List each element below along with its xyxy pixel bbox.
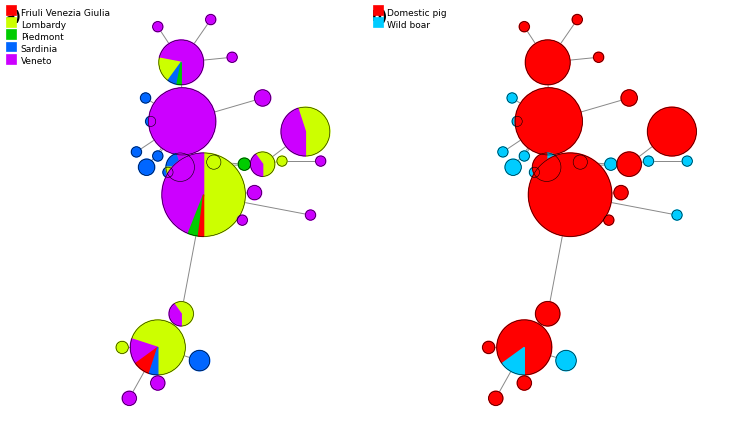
Wedge shape [497,320,552,375]
Wedge shape [208,163,214,170]
Circle shape [605,158,617,171]
Circle shape [617,153,641,177]
Wedge shape [547,154,561,182]
Wedge shape [188,195,204,236]
Circle shape [141,94,151,104]
Wedge shape [177,63,181,86]
Wedge shape [256,153,275,177]
Circle shape [238,158,251,171]
Circle shape [536,302,560,326]
Circle shape [131,147,141,158]
Circle shape [146,117,155,127]
Circle shape [529,168,539,178]
Circle shape [614,186,628,200]
Circle shape [519,152,529,162]
Wedge shape [532,154,547,182]
Circle shape [647,108,696,157]
Text: b): b) [372,10,388,24]
Wedge shape [174,302,194,326]
Circle shape [556,351,576,371]
Wedge shape [130,339,158,364]
Circle shape [152,152,163,162]
Circle shape [151,376,165,390]
Circle shape [122,391,136,406]
Wedge shape [162,154,204,234]
Legend: Domestic pig, Wild boar: Domestic pig, Wild boar [371,7,449,32]
Wedge shape [169,304,181,326]
Wedge shape [176,154,194,182]
Circle shape [573,155,587,170]
Circle shape [163,168,173,178]
Circle shape [139,160,155,176]
Circle shape [306,210,316,221]
Wedge shape [207,157,214,167]
Wedge shape [136,348,158,374]
Wedge shape [210,155,221,170]
Circle shape [237,216,247,226]
Wedge shape [132,320,185,375]
Circle shape [507,94,517,104]
Circle shape [682,157,692,167]
Circle shape [604,216,614,226]
Circle shape [621,91,637,107]
Circle shape [316,157,325,167]
Circle shape [517,376,531,390]
Wedge shape [251,155,262,177]
Wedge shape [159,59,181,81]
Circle shape [189,351,210,371]
Circle shape [572,15,582,26]
Circle shape [512,117,522,127]
Legend: Friuli Venezia Giulia, Lombardy, Piedmont, Sardinia, Veneto: Friuli Venezia Giulia, Lombardy, Piedmon… [4,7,111,68]
Circle shape [498,147,508,158]
Circle shape [515,89,582,155]
Circle shape [519,23,529,33]
Wedge shape [502,348,524,375]
Circle shape [254,91,270,107]
Circle shape [505,160,521,176]
Wedge shape [166,154,180,168]
Circle shape [482,342,495,354]
Wedge shape [204,154,246,237]
Circle shape [116,342,128,354]
Circle shape [277,157,287,167]
Circle shape [152,23,163,33]
Wedge shape [298,108,330,157]
Wedge shape [168,63,181,85]
Text: a): a) [5,10,21,24]
Circle shape [489,391,503,406]
Circle shape [206,15,216,26]
Circle shape [526,41,570,86]
Wedge shape [166,168,180,179]
Wedge shape [172,168,180,182]
Circle shape [247,186,262,200]
Circle shape [644,157,654,167]
Circle shape [149,89,216,155]
Wedge shape [281,109,306,157]
Wedge shape [177,168,180,182]
Wedge shape [199,195,204,237]
Wedge shape [150,348,158,375]
Circle shape [227,53,237,63]
Circle shape [528,154,612,237]
Circle shape [672,210,682,221]
Circle shape [594,53,604,63]
Wedge shape [159,41,204,86]
